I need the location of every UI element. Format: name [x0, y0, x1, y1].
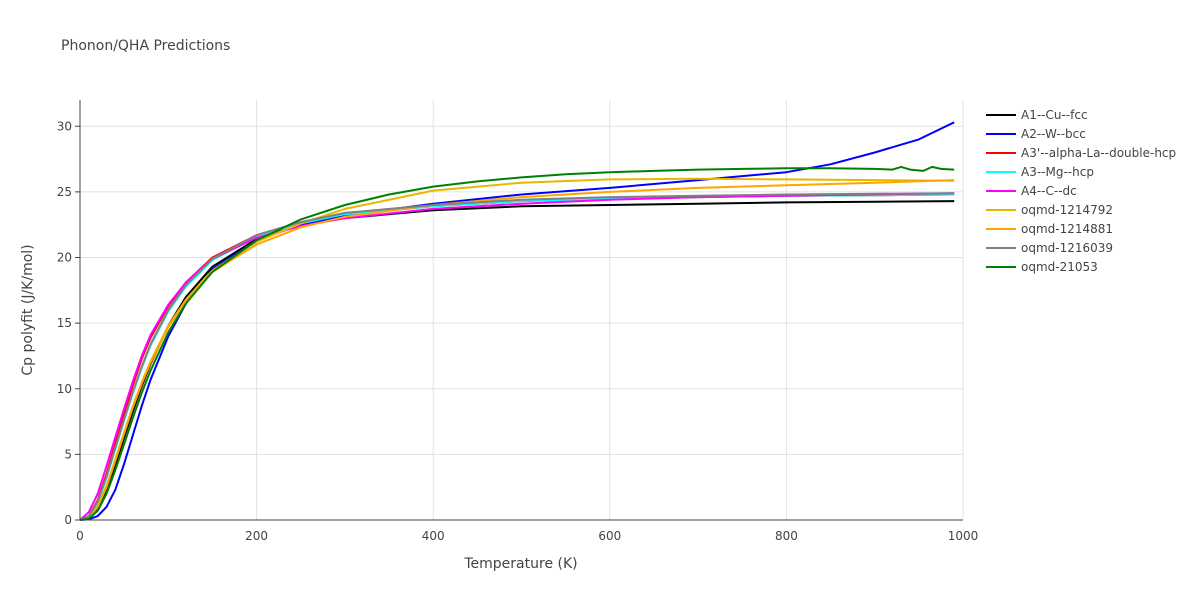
- legend-item-7[interactable]: oqmd-1216039: [986, 241, 1113, 255]
- legend-label: oqmd-1214792: [1021, 203, 1113, 217]
- legend-label: oqmd-1214881: [1021, 222, 1113, 236]
- legend-label: A1--Cu--fcc: [1021, 108, 1088, 122]
- legend-label: A2--W--bcc: [1021, 127, 1086, 141]
- y-tick-labels: 0 5 10 15 20 25 30: [57, 119, 80, 527]
- x-tick-label: 600: [598, 529, 621, 543]
- x-axis-title: Temperature (K): [463, 556, 577, 572]
- series-line-3: [79, 193, 955, 521]
- series-line-5: [79, 177, 955, 521]
- legend-label: A4--C--dc: [1021, 184, 1077, 198]
- legend-item-8[interactable]: oqmd-21053: [986, 260, 1098, 274]
- series-line-8: [79, 165, 955, 521]
- x-tick-label: 0: [76, 529, 84, 543]
- grid-lines: [80, 100, 964, 520]
- legend-item-1[interactable]: A2--W--bcc: [986, 127, 1086, 141]
- chart-title: Phonon/QHA Predictions: [61, 38, 230, 54]
- legend-item-4[interactable]: A4--C--dc: [986, 184, 1077, 198]
- series-line-2: [79, 193, 955, 521]
- series-lines: [79, 121, 955, 521]
- x-tick-label: 1000: [948, 529, 979, 543]
- legend-item-2[interactable]: A3'--alpha-La--double-hcp: [986, 146, 1176, 160]
- y-tick-label: 5: [64, 447, 72, 461]
- y-tick-label: 25: [57, 185, 72, 199]
- series-line-0: [79, 200, 955, 521]
- legend-item-5[interactable]: oqmd-1214792: [986, 203, 1113, 217]
- legend-item-6[interactable]: oqmd-1214881: [986, 222, 1113, 236]
- legend-label: oqmd-1216039: [1021, 241, 1113, 255]
- y-tick-label: 10: [57, 382, 72, 396]
- axes: [79, 100, 963, 521]
- series-line-1: [79, 121, 955, 521]
- legend-item-3[interactable]: A3--Mg--hcp: [986, 165, 1094, 179]
- x-tick-labels: 0 200 400 600 800 1000: [76, 529, 978, 543]
- y-tick-label: 0: [64, 513, 72, 527]
- x-tick-label: 200: [245, 529, 268, 543]
- series-line-7: [79, 192, 955, 521]
- legend-label: A3'--alpha-La--double-hcp: [1021, 146, 1176, 160]
- y-tick-label: 20: [57, 251, 72, 265]
- legend[interactable]: A1--Cu--fcc A2--W--bcc A3'--alpha-La--doub…: [986, 108, 1176, 274]
- series-line-6: [79, 179, 955, 521]
- series-line-4: [79, 192, 955, 521]
- x-tick-label: 400: [422, 529, 445, 543]
- legend-label: oqmd-21053: [1021, 260, 1098, 274]
- x-tick-label: 800: [775, 529, 798, 543]
- y-tick-label: 15: [57, 316, 72, 330]
- y-axis-title: Cp polyfit (J/K/mol): [20, 244, 36, 375]
- legend-label: A3--Mg--hcp: [1021, 165, 1094, 179]
- y-tick-label: 30: [57, 119, 72, 133]
- legend-item-0[interactable]: A1--Cu--fcc: [986, 108, 1088, 122]
